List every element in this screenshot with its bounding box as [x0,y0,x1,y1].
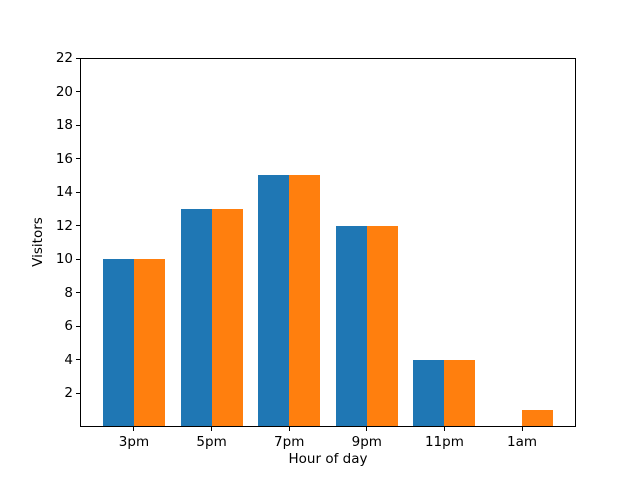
y-tick-mark [76,57,80,59]
x-tick-label: 5pm [196,434,227,450]
bar-7pm-series-2-orange [289,175,321,427]
x-tick-label: 9pm [351,434,382,450]
y-tick-mark [76,191,80,193]
y-tick-mark [76,225,80,227]
y-tick-label: 6 [64,318,73,335]
bar-3pm-series-2-orange [133,259,165,427]
x-axis-label: Hour of day [288,451,368,467]
y-tick-label: 22 [55,50,73,66]
y-tick-label: 18 [55,117,73,134]
y-tick-label: 8 [64,284,73,301]
x-tick-label: 11pm [424,434,464,450]
bar-9pm-series-1-blue [335,225,367,427]
bar-11pm-series-2-orange [444,359,476,427]
bar-3pm-series-1-blue [102,259,134,427]
y-axis-label: Visitors [30,217,46,267]
x-tick-label: 1am [507,434,538,450]
bar-11pm-series-1-blue [413,359,445,427]
bar-5pm-series-2-orange [211,208,243,427]
plot-area [80,58,576,427]
y-tick-mark [76,359,80,361]
y-tick-label: 20 [55,83,73,100]
x-tick-mark [521,427,523,431]
x-tick-mark [443,427,445,431]
x-tick-mark [288,427,290,431]
bar-1am-series-2-orange [522,410,554,427]
x-tick-label: 3pm [118,434,150,450]
y-tick-mark [76,124,80,126]
y-tick-mark [76,325,80,327]
x-tick-mark [133,427,135,431]
bar-5pm-series-1-blue [180,208,212,427]
x-tick-mark [366,427,368,431]
x-tick-mark [211,427,213,431]
bar-7pm-series-1-blue [258,175,290,427]
y-tick-mark [76,292,80,294]
y-tick-label: 10 [55,251,73,268]
y-tick-mark [76,91,80,93]
y-tick-label: 16 [55,150,73,167]
y-tick-mark [76,258,80,260]
y-tick-mark [76,392,80,394]
y-tick-label: 14 [55,184,73,201]
x-tick-label: 7pm [274,434,305,450]
y-tick-label: 2 [64,385,73,402]
y-tick-label: 4 [64,351,73,368]
y-tick-mark [76,158,80,160]
y-tick-label: 12 [55,217,73,234]
bar-9pm-series-2-orange [366,225,398,427]
